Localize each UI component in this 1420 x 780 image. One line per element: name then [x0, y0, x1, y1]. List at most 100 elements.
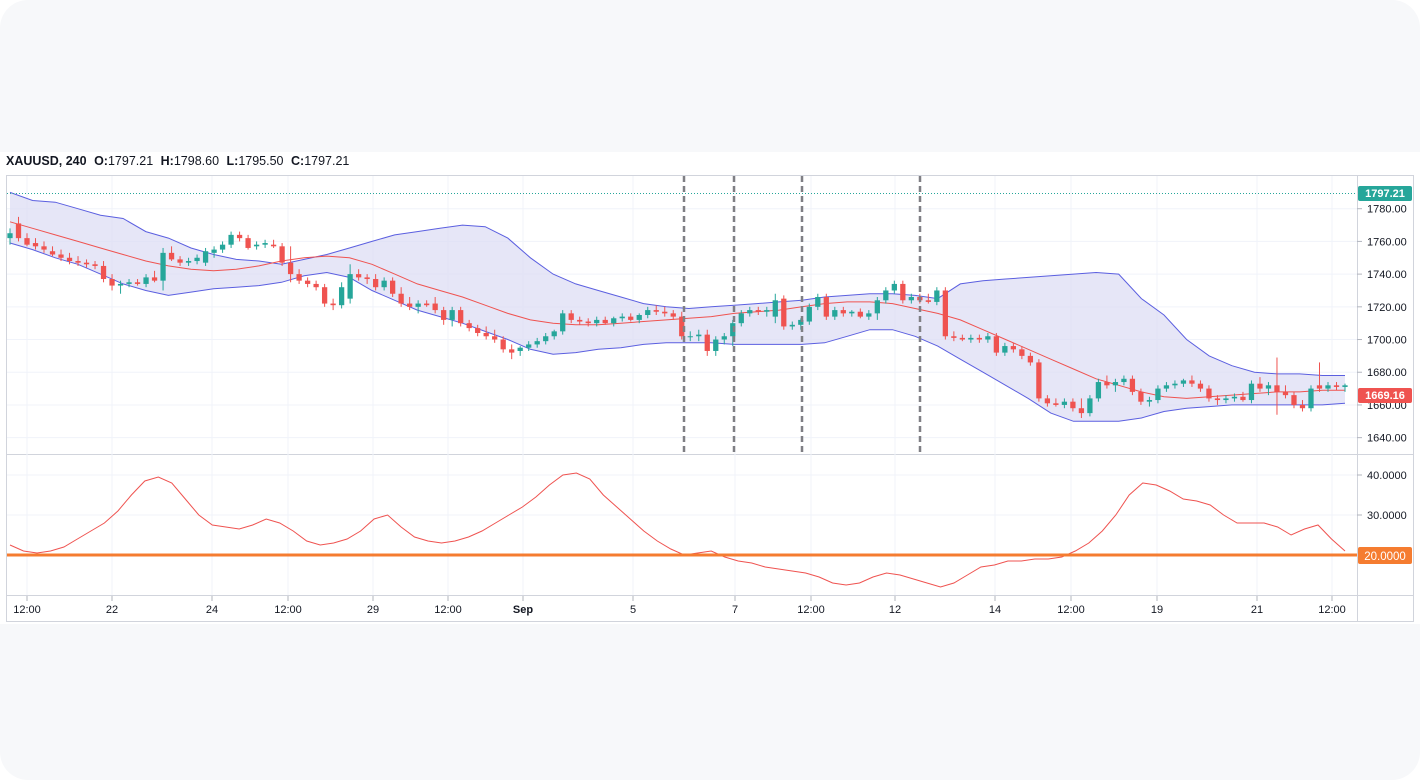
candle-body — [1112, 382, 1119, 386]
candle-body — [143, 277, 149, 284]
candle-body — [1138, 391, 1144, 402]
price-axis-label: 1700.00 — [1367, 335, 1407, 347]
time-axis-label: 29 — [367, 604, 379, 616]
chart-svg[interactable]: 1780.00 1760.00 1740.00 1720.00 1700.00 1680.… — [0, 152, 1420, 624]
candle-body — [287, 262, 294, 275]
candle-body — [1274, 385, 1280, 392]
candle-body — [611, 318, 617, 324]
candle-body — [1342, 385, 1348, 387]
threshold-tag — [1358, 547, 1412, 564]
low-value: 1795.50 — [238, 154, 284, 168]
candle-body — [951, 336, 957, 338]
candle-body — [517, 347, 523, 351]
open-label: O: — [94, 154, 108, 168]
candle-body — [245, 238, 251, 248]
basis-line — [9, 221, 1345, 399]
low-label: L: — [226, 154, 239, 168]
indicator-line — [9, 472, 1346, 588]
last-price-tag — [1358, 186, 1412, 201]
candle-body — [509, 349, 515, 353]
candle-body — [432, 303, 438, 311]
candle-body — [449, 310, 455, 320]
candle-body — [1002, 346, 1008, 353]
candle-body — [49, 251, 56, 255]
candle-body — [1291, 395, 1297, 405]
candle-body — [1019, 349, 1025, 356]
candle-body — [270, 244, 277, 247]
candle-body — [1078, 408, 1085, 414]
candle-body — [338, 287, 345, 306]
open-value: 1797.21 — [107, 154, 154, 168]
price-axis-label: 1740.00 — [1367, 269, 1407, 281]
price-axis-label: 1640.00 — [1367, 433, 1407, 445]
candle-body — [798, 319, 804, 325]
candle-body — [424, 303, 430, 306]
time-axis-label: 12:00 — [274, 604, 302, 616]
candle-body — [636, 315, 642, 320]
lower-band-line — [9, 242, 1346, 422]
candle-body — [968, 337, 974, 340]
candle-body — [347, 274, 353, 299]
candle-body — [543, 336, 549, 342]
candle-body — [304, 280, 311, 284]
indicator-pane-border — [6, 454, 1414, 596]
candle-body — [100, 265, 107, 280]
candle-body — [458, 310, 464, 324]
candle-body — [83, 262, 90, 265]
candle-body — [1044, 398, 1051, 404]
time-axis-label: 24 — [206, 604, 218, 616]
candle-body — [1206, 388, 1212, 399]
candle-body — [177, 259, 183, 263]
candle-body — [1265, 385, 1272, 389]
symbol-label[interactable]: XAUUSD, 240 — [6, 154, 87, 168]
candle-body — [976, 337, 982, 340]
candle-body — [560, 313, 566, 332]
current-price-tag-text: 1669.16 — [1365, 390, 1405, 402]
candle-body — [483, 332, 489, 337]
candle-body — [1129, 378, 1136, 392]
candle-body — [1333, 385, 1340, 387]
threshold-tag-text: 20.0000 — [1364, 551, 1406, 563]
chart-panel: XAUUSD, 240 O:1797.21 H:1798.60 L:1795.5… — [0, 152, 1420, 624]
candles — [7, 216, 1348, 419]
candle-body — [696, 334, 702, 337]
candle-body — [679, 316, 685, 337]
candle-body — [585, 321, 591, 324]
candle-body — [1070, 401, 1076, 409]
candle-body — [619, 316, 625, 319]
candle-body — [1104, 382, 1110, 386]
candle-body — [900, 283, 906, 301]
candle-body — [534, 341, 540, 345]
candle-body — [441, 310, 447, 320]
candle-body — [934, 290, 940, 302]
candle-body — [475, 328, 481, 333]
candle-body — [653, 310, 659, 312]
current-price-tag — [1358, 388, 1412, 403]
candle-body — [1231, 396, 1238, 399]
candle-body — [781, 298, 787, 327]
candle-body — [840, 310, 846, 314]
candle-body — [500, 339, 506, 350]
candle-body — [959, 337, 965, 340]
candle-body — [58, 254, 64, 258]
candle-body — [364, 277, 370, 280]
candle-body — [738, 313, 744, 324]
candle-body — [253, 244, 260, 247]
time-axis-label: 12:00 — [1057, 604, 1085, 616]
candle-body — [1095, 382, 1102, 399]
candle-body — [772, 300, 778, 317]
candle-body — [985, 336, 991, 340]
candle-body — [262, 243, 268, 245]
time-axis-label: 19 — [1151, 604, 1163, 616]
indicator-axis-label: 40.0000 — [1367, 470, 1407, 482]
candle-body — [908, 297, 914, 301]
candle-body — [415, 303, 421, 307]
candle-body — [211, 249, 217, 253]
price-axis-label: 1760.00 — [1367, 236, 1407, 248]
vertical-dashed-lines[interactable] — [682, 176, 922, 454]
candle-body — [109, 279, 115, 286]
candle-body — [883, 290, 889, 301]
upper-band-line — [9, 191, 1345, 376]
candle-body — [492, 336, 498, 340]
candle-body — [151, 277, 158, 281]
